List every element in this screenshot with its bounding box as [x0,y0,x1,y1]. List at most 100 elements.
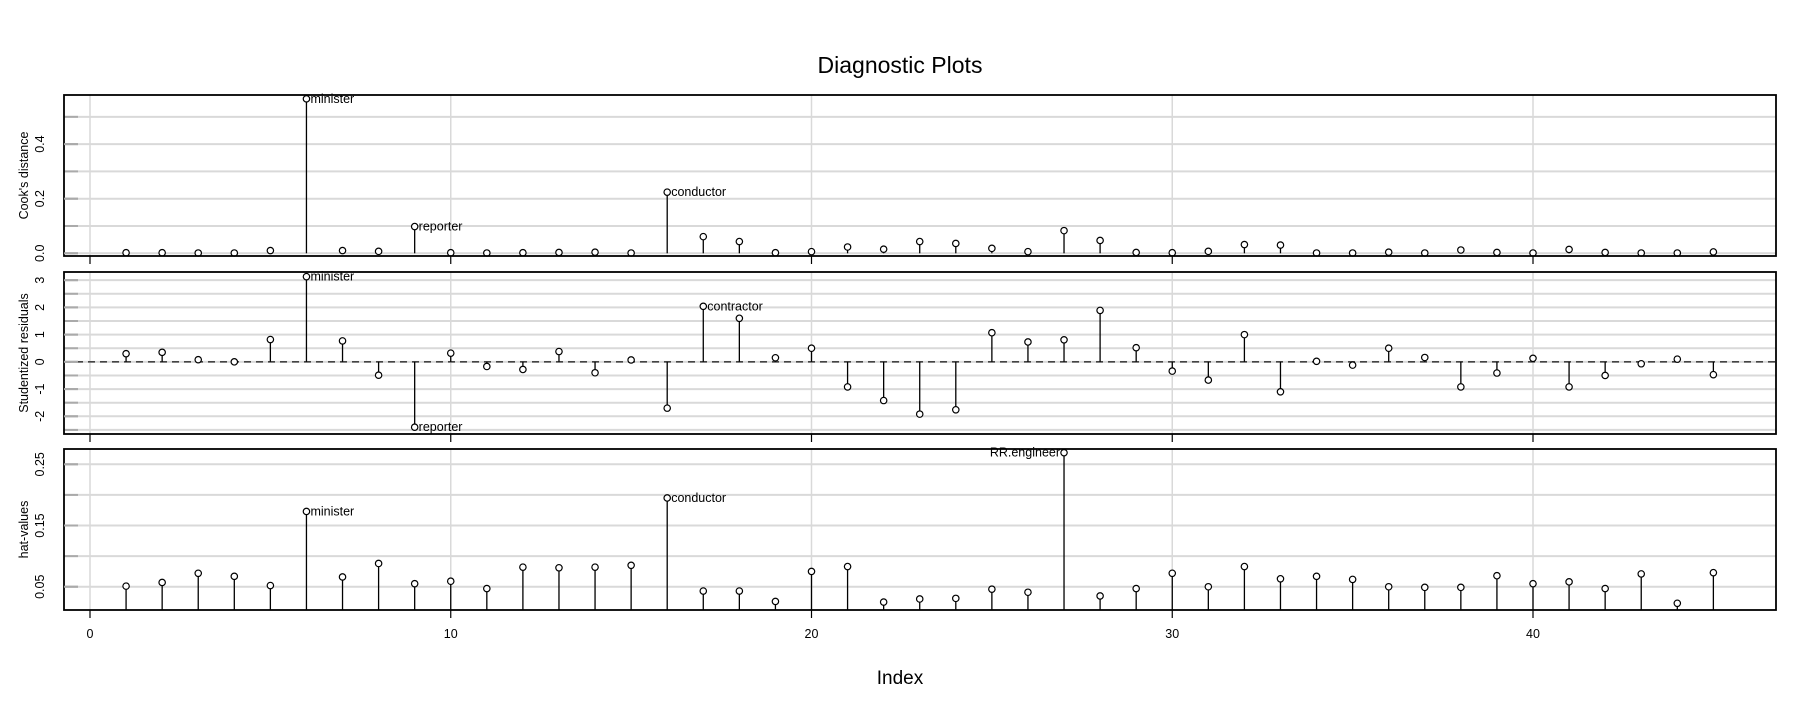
y-tick-label: 0.25 [33,452,47,476]
point-label: RR.engineer [990,446,1060,460]
data-point [1348,575,1357,584]
data-point [1457,583,1465,592]
data-point [1457,246,1465,254]
data-point [194,569,203,578]
data-point [591,563,599,571]
data-point [122,248,130,257]
data-point [879,245,888,253]
data-point [1276,241,1285,249]
y-axis-label: Cook's distance [17,132,31,220]
data-point [302,95,311,103]
data-point [843,383,852,391]
data-point [1565,383,1573,391]
data-point [843,243,852,251]
point-label: contractor [707,299,763,313]
data-point [374,559,383,568]
x-tick-label: 30 [1165,627,1179,641]
point-label: minister [310,270,354,284]
data-point [879,396,888,405]
data-point [1096,592,1104,600]
y-tick-label: 0 [33,358,47,365]
data-point [1024,247,1032,256]
data-point [988,585,996,593]
data-point [410,579,419,588]
data-point [1420,583,1429,592]
data-point [1096,236,1104,245]
data-point [338,573,347,581]
panel-cooks-distance: minister reporter conductor 0.0 0.2 0.4Cook's… [17,92,1777,264]
data-point [951,239,960,248]
y-tick-label: -2 [33,411,47,422]
x-tick-label: 0 [87,627,94,641]
data-point [807,567,816,576]
data-point [1024,338,1032,346]
data-point [158,248,166,257]
data-point [807,247,816,256]
data-point [1024,588,1032,597]
panel-studentized-residuals: minister reporter contractor -2 -1 0 1 2 3 Studen… [17,270,1777,442]
data-point [1493,571,1501,580]
data-point [1637,570,1646,578]
y-axis-label: hat-values [17,501,31,559]
data-point [1240,562,1249,571]
data-point [410,222,419,231]
y-tick-label: 1 [33,331,47,338]
data-point [663,494,672,502]
data-point [988,328,996,337]
data-point [1384,248,1393,256]
data-point [735,587,744,595]
data-point [338,246,347,255]
point-label: conductor [671,185,726,199]
panel-hat-values: minister conductor RR.engineer 0.05 0.15 0.25… [17,446,1777,618]
data-point [663,404,672,412]
data-point [519,365,527,374]
data-point [1709,568,1718,577]
data-point [1204,582,1213,591]
y-tick-label: 3 [33,277,47,284]
data-point [483,584,491,593]
data-point [771,248,780,257]
data-point [266,246,275,255]
data-point [158,578,166,587]
data-point [230,358,239,366]
panel-frame [63,448,1777,611]
data-point [1493,248,1501,257]
data-point [1060,335,1068,344]
data-point [1601,371,1609,380]
data-point [410,423,419,431]
data-point [194,355,203,364]
data-point [699,302,708,311]
data-point [951,594,960,603]
data-point [1565,245,1573,254]
data-point [1384,344,1393,353]
point-label: reporter [419,420,463,434]
data-point [1601,248,1609,257]
data-point [374,247,383,256]
data-point [1673,599,1682,608]
data-point [1168,367,1177,375]
data-point [1132,248,1140,257]
data-point [988,244,996,253]
data-point [1493,369,1501,377]
data-point [266,581,275,590]
data-point [1060,448,1068,457]
data-point [122,349,130,358]
x-tick-label: 10 [444,627,458,641]
x-tick-label: 20 [805,627,819,641]
data-point [843,562,852,571]
data-point [915,595,924,603]
data-point [1601,584,1609,593]
data-point [1204,247,1213,256]
data-point [1132,584,1140,593]
data-point [519,248,527,257]
x-axis-label: Index [876,668,924,689]
data-point [1673,355,1682,363]
data-point [1240,240,1249,249]
data-point [1348,361,1357,369]
data-point [446,577,455,586]
data-point [1709,248,1718,256]
data-point [1240,330,1249,339]
data-point [771,597,780,606]
data-point [1709,370,1718,379]
